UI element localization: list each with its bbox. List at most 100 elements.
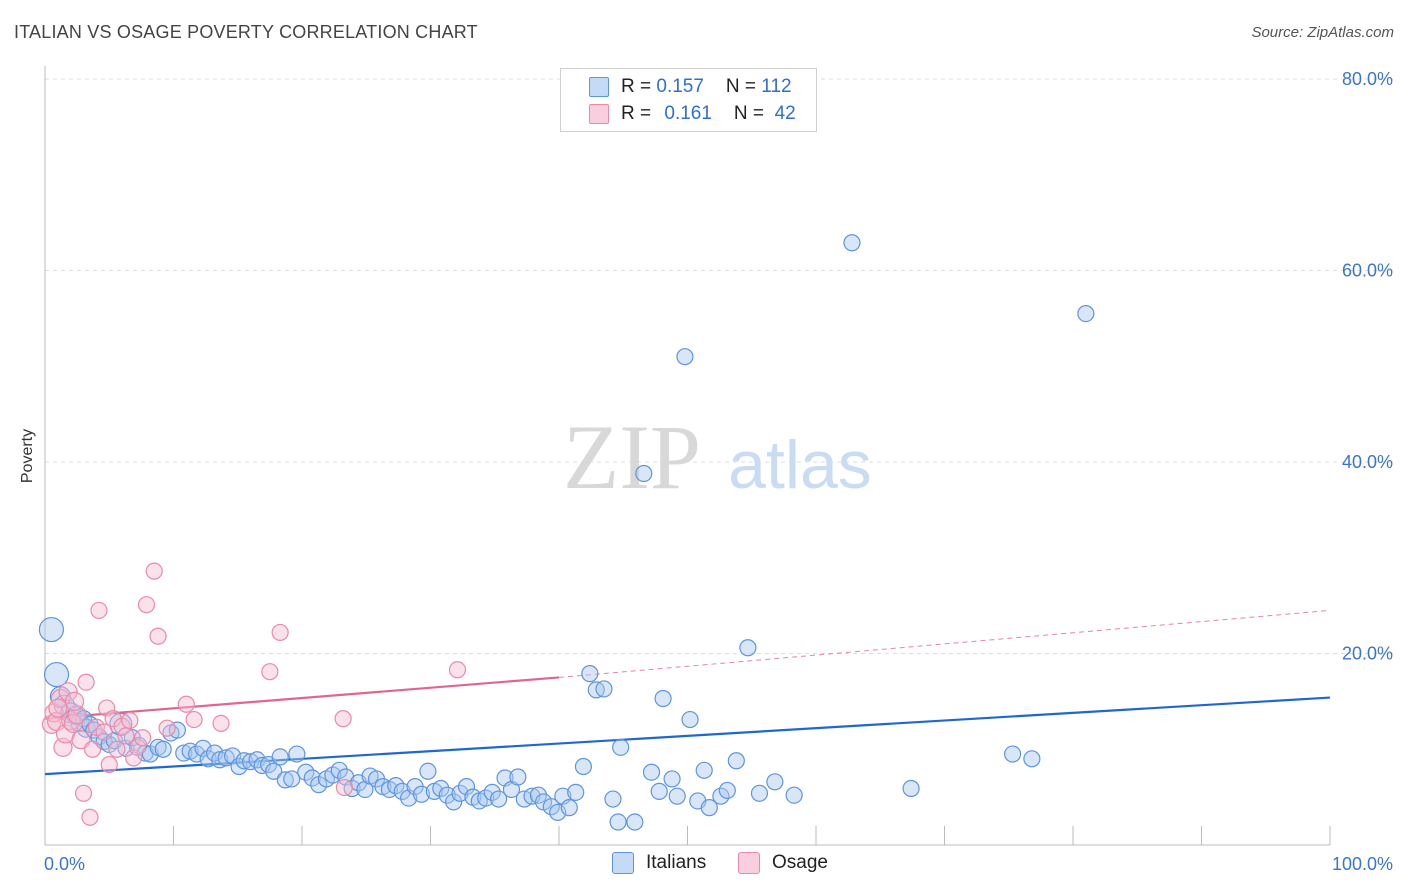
italians-point — [432, 779, 450, 798]
italians-point — [419, 762, 437, 780]
series-legend: Italians Osage — [0, 852, 1406, 878]
italians-point — [387, 777, 405, 795]
osage-point — [271, 623, 289, 642]
italians-point — [235, 752, 253, 770]
data-points — [38, 234, 1095, 831]
osage-series — [41, 562, 467, 826]
osage-point — [134, 729, 152, 747]
italians-point — [663, 770, 681, 788]
osage-trend-line — [44, 676, 560, 720]
watermark-zip: ZIP — [563, 406, 701, 508]
osage-point — [145, 562, 163, 580]
legend-r-value: 0.161 — [664, 103, 712, 124]
italians-point — [483, 783, 501, 801]
watermark-atlas: atlas — [728, 427, 872, 503]
italians-point — [542, 798, 560, 816]
chart-title: ITALIAN VS OSAGE POVERTY CORRELATION CHA… — [14, 22, 478, 42]
italians-point — [288, 745, 306, 763]
osage-point — [71, 730, 91, 750]
legend-n-value: 42 — [769, 103, 796, 124]
legend-r-label: R = — [621, 76, 657, 97]
italians-point — [695, 761, 713, 779]
osage-point — [64, 691, 85, 711]
italians-point — [276, 771, 294, 789]
italians-point — [438, 786, 456, 804]
italians-point — [654, 689, 672, 708]
italians-point — [217, 749, 235, 767]
osage-point — [83, 740, 102, 758]
legend-swatch-italians — [612, 852, 634, 874]
italians-point — [609, 813, 627, 831]
italians-point — [297, 763, 315, 781]
italians-point — [1023, 750, 1041, 768]
legend-n-label: N = — [725, 76, 762, 97]
osage-point — [448, 661, 467, 679]
italians-point — [612, 738, 630, 756]
italians-point — [635, 464, 653, 483]
osage-point — [48, 698, 68, 718]
italians-point — [595, 680, 613, 698]
italians-point — [727, 752, 745, 770]
italians-point — [451, 784, 469, 802]
italians-point — [785, 786, 803, 804]
legend-n-label: N = — [733, 103, 770, 124]
legend-swatch-osage — [738, 852, 760, 874]
y-tick-label: 60.0% — [1342, 261, 1393, 281]
italians-point — [445, 793, 463, 811]
osage-point — [185, 710, 203, 729]
source-label: Source: ZipAtlas.com — [1251, 24, 1394, 41]
osage-point — [177, 695, 195, 713]
y-tick-label: 80.0% — [1342, 69, 1393, 89]
osage-point — [121, 711, 139, 730]
italians-point — [271, 748, 289, 766]
osage-point — [77, 673, 95, 691]
italians-point — [393, 782, 411, 800]
y-tick-label: 20.0% — [1342, 644, 1393, 664]
y-tick-label: 40.0% — [1342, 452, 1393, 472]
italians-point — [509, 768, 527, 786]
italians-point — [303, 769, 321, 787]
osage-point — [158, 719, 176, 737]
italians-point — [642, 763, 661, 781]
osage-point — [95, 723, 113, 741]
italians-point — [681, 710, 699, 729]
italians-point — [283, 770, 301, 788]
gridlines — [45, 78, 1395, 654]
stats-legend: R = 0.157 N = 112 R = 0.161 N = 42 — [560, 68, 817, 132]
legend-item-osage[interactable]: Osage — [738, 852, 828, 874]
italians-point — [211, 751, 229, 769]
osage-point — [58, 682, 78, 702]
x-tick-labels: 0.0% 100.0% — [44, 854, 1393, 874]
osage-point — [41, 714, 62, 734]
osage-point — [261, 663, 279, 681]
italians-point — [626, 813, 644, 831]
italians-point — [766, 773, 784, 791]
watermark: ZIP atlas — [563, 406, 872, 508]
italians-point — [477, 789, 495, 807]
legend-label-osage: Osage — [772, 852, 828, 873]
italians-point — [560, 799, 578, 817]
italians-point — [43, 661, 70, 688]
legend-row-osage: R = 0.161 N = 42 — [561, 102, 796, 126]
legend-n-value: 112 — [761, 76, 792, 97]
italians-point — [604, 790, 622, 808]
osage-point — [74, 784, 93, 802]
legend-item-italians[interactable]: Italians — [612, 852, 706, 874]
italians-point — [574, 757, 593, 776]
italians-point — [843, 234, 861, 252]
italians-point — [676, 348, 694, 366]
italians-point — [700, 799, 718, 817]
x-tick-label: 100.0% — [1332, 854, 1393, 874]
osage-point — [90, 601, 108, 620]
italians-point — [168, 721, 186, 739]
italians-point — [457, 777, 476, 796]
italians-point — [265, 762, 283, 780]
italians-point — [718, 781, 736, 800]
osage-trend-extension — [558, 609, 1331, 678]
osage-point — [212, 714, 230, 732]
italians-point — [902, 779, 920, 798]
italians-point — [581, 665, 599, 683]
osage-point — [149, 627, 167, 645]
legend-row-italians: R = 0.157 N = 112 — [561, 75, 792, 99]
